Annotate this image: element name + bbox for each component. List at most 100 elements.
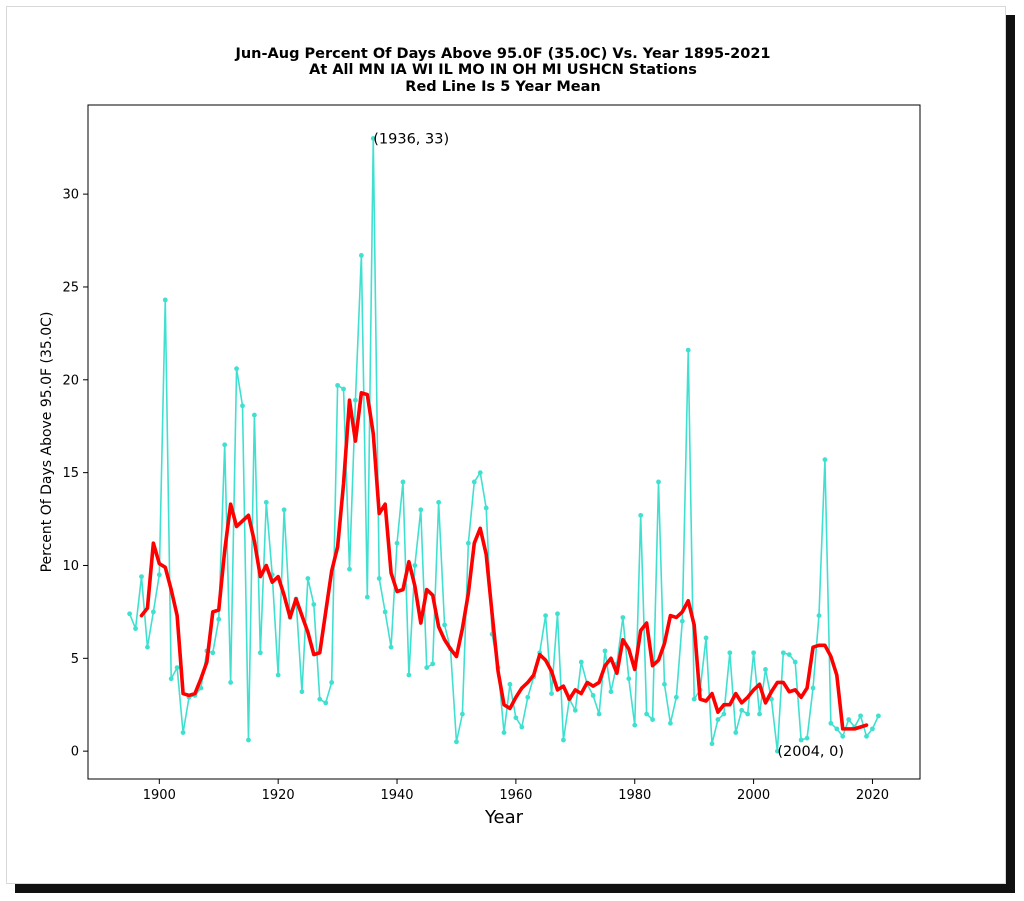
data-point [668, 720, 673, 726]
data-point [299, 689, 305, 695]
data-point [679, 618, 685, 624]
data-point [757, 711, 762, 717]
data-point [198, 685, 204, 691]
data-point [168, 676, 174, 682]
data-point [406, 672, 412, 678]
data-point [127, 611, 132, 617]
data-point [590, 693, 596, 698]
point-annotation: (1936, 33) [373, 131, 449, 147]
data-point [347, 566, 352, 572]
data-point [240, 403, 245, 409]
data-point [858, 713, 863, 719]
data-point [436, 499, 442, 505]
data-point [763, 667, 768, 672]
data-point [798, 737, 804, 743]
point-annotation: (2004, 0) [777, 744, 844, 760]
data-point [626, 676, 632, 682]
data-point [662, 681, 667, 687]
data-point [228, 680, 234, 685]
data-point [257, 650, 263, 656]
data-point [483, 505, 489, 511]
data-point [341, 386, 346, 392]
x-tick-label: 1900 [143, 788, 176, 803]
data-point [275, 672, 281, 678]
plot-border [87, 104, 921, 780]
data-point [150, 609, 156, 615]
data-point [353, 397, 358, 403]
data-point [733, 730, 739, 735]
five-year-mean-line [139, 390, 869, 731]
data-point [210, 650, 216, 656]
data-point [709, 741, 715, 747]
data-point [323, 700, 329, 706]
data-point [252, 412, 257, 418]
data-point [685, 347, 691, 353]
data-point [721, 711, 727, 717]
data-point [632, 722, 638, 728]
data-point [822, 457, 828, 463]
data-point [174, 665, 180, 670]
data-point [442, 622, 447, 628]
axis-ticks: 1900 1920 1940 1960 1980 2000 2020 0 5 10 15 20 25 30 [62, 188, 889, 803]
data-point [751, 650, 756, 656]
data-point [555, 611, 560, 617]
data-point [786, 652, 792, 657]
data-point [572, 707, 578, 713]
x-tick-label: 2020 [856, 788, 889, 803]
data-point [804, 735, 810, 741]
data-point [180, 730, 186, 735]
x-axis-label: Year [484, 807, 524, 828]
chart-title-line-1: Jun-Aug Percent Of Days Above 95.0F (35.… [234, 46, 770, 62]
data-point [792, 659, 798, 665]
data-point [382, 609, 388, 615]
data-point [578, 659, 584, 665]
data-point [727, 650, 733, 656]
data-point [644, 711, 650, 717]
data-point [519, 724, 525, 730]
data-point [513, 715, 519, 721]
data-point [358, 252, 364, 258]
data-point [656, 479, 661, 485]
y-tick-label: 30 [62, 188, 79, 203]
data-point [691, 696, 697, 702]
data-point [638, 512, 644, 518]
data-point [139, 574, 144, 580]
data-point [816, 613, 822, 619]
data-point [156, 572, 162, 578]
data-point [234, 366, 239, 372]
data-point [834, 726, 840, 732]
data-point [430, 661, 436, 667]
data-point [335, 382, 340, 388]
data-point [364, 594, 370, 600]
y-tick-label: 5 [71, 652, 79, 667]
data-point [620, 615, 626, 620]
data-point [507, 681, 513, 687]
x-tick-label: 1940 [380, 788, 413, 803]
data-point [465, 540, 471, 546]
data-point [412, 563, 418, 568]
data-point [394, 540, 400, 546]
data-point [305, 576, 311, 581]
data-point [739, 707, 745, 713]
data-point [454, 739, 459, 745]
data-point [561, 737, 566, 743]
data-point [460, 711, 465, 717]
data-point [418, 507, 424, 513]
x-tick-label: 1920 [262, 788, 295, 803]
data-point [596, 711, 602, 717]
data-point [388, 644, 394, 650]
data-point [370, 136, 376, 141]
data-point [216, 616, 222, 622]
data-point [329, 680, 335, 685]
y-tick-label: 0 [71, 745, 79, 760]
data-point [543, 613, 548, 619]
data-point [263, 499, 269, 505]
data-point [715, 717, 721, 722]
data-point [810, 685, 816, 691]
data-point [769, 696, 774, 702]
chart-title: Jun-Aug Percent Of Days Above 95.0F (35.… [234, 46, 770, 95]
data-point [650, 717, 655, 722]
chart-title-line-3: Red Line Is 5 Year Mean [405, 79, 600, 95]
y-axis-label: Percent Of Days Above 95.0F (35.0C) [39, 312, 55, 573]
